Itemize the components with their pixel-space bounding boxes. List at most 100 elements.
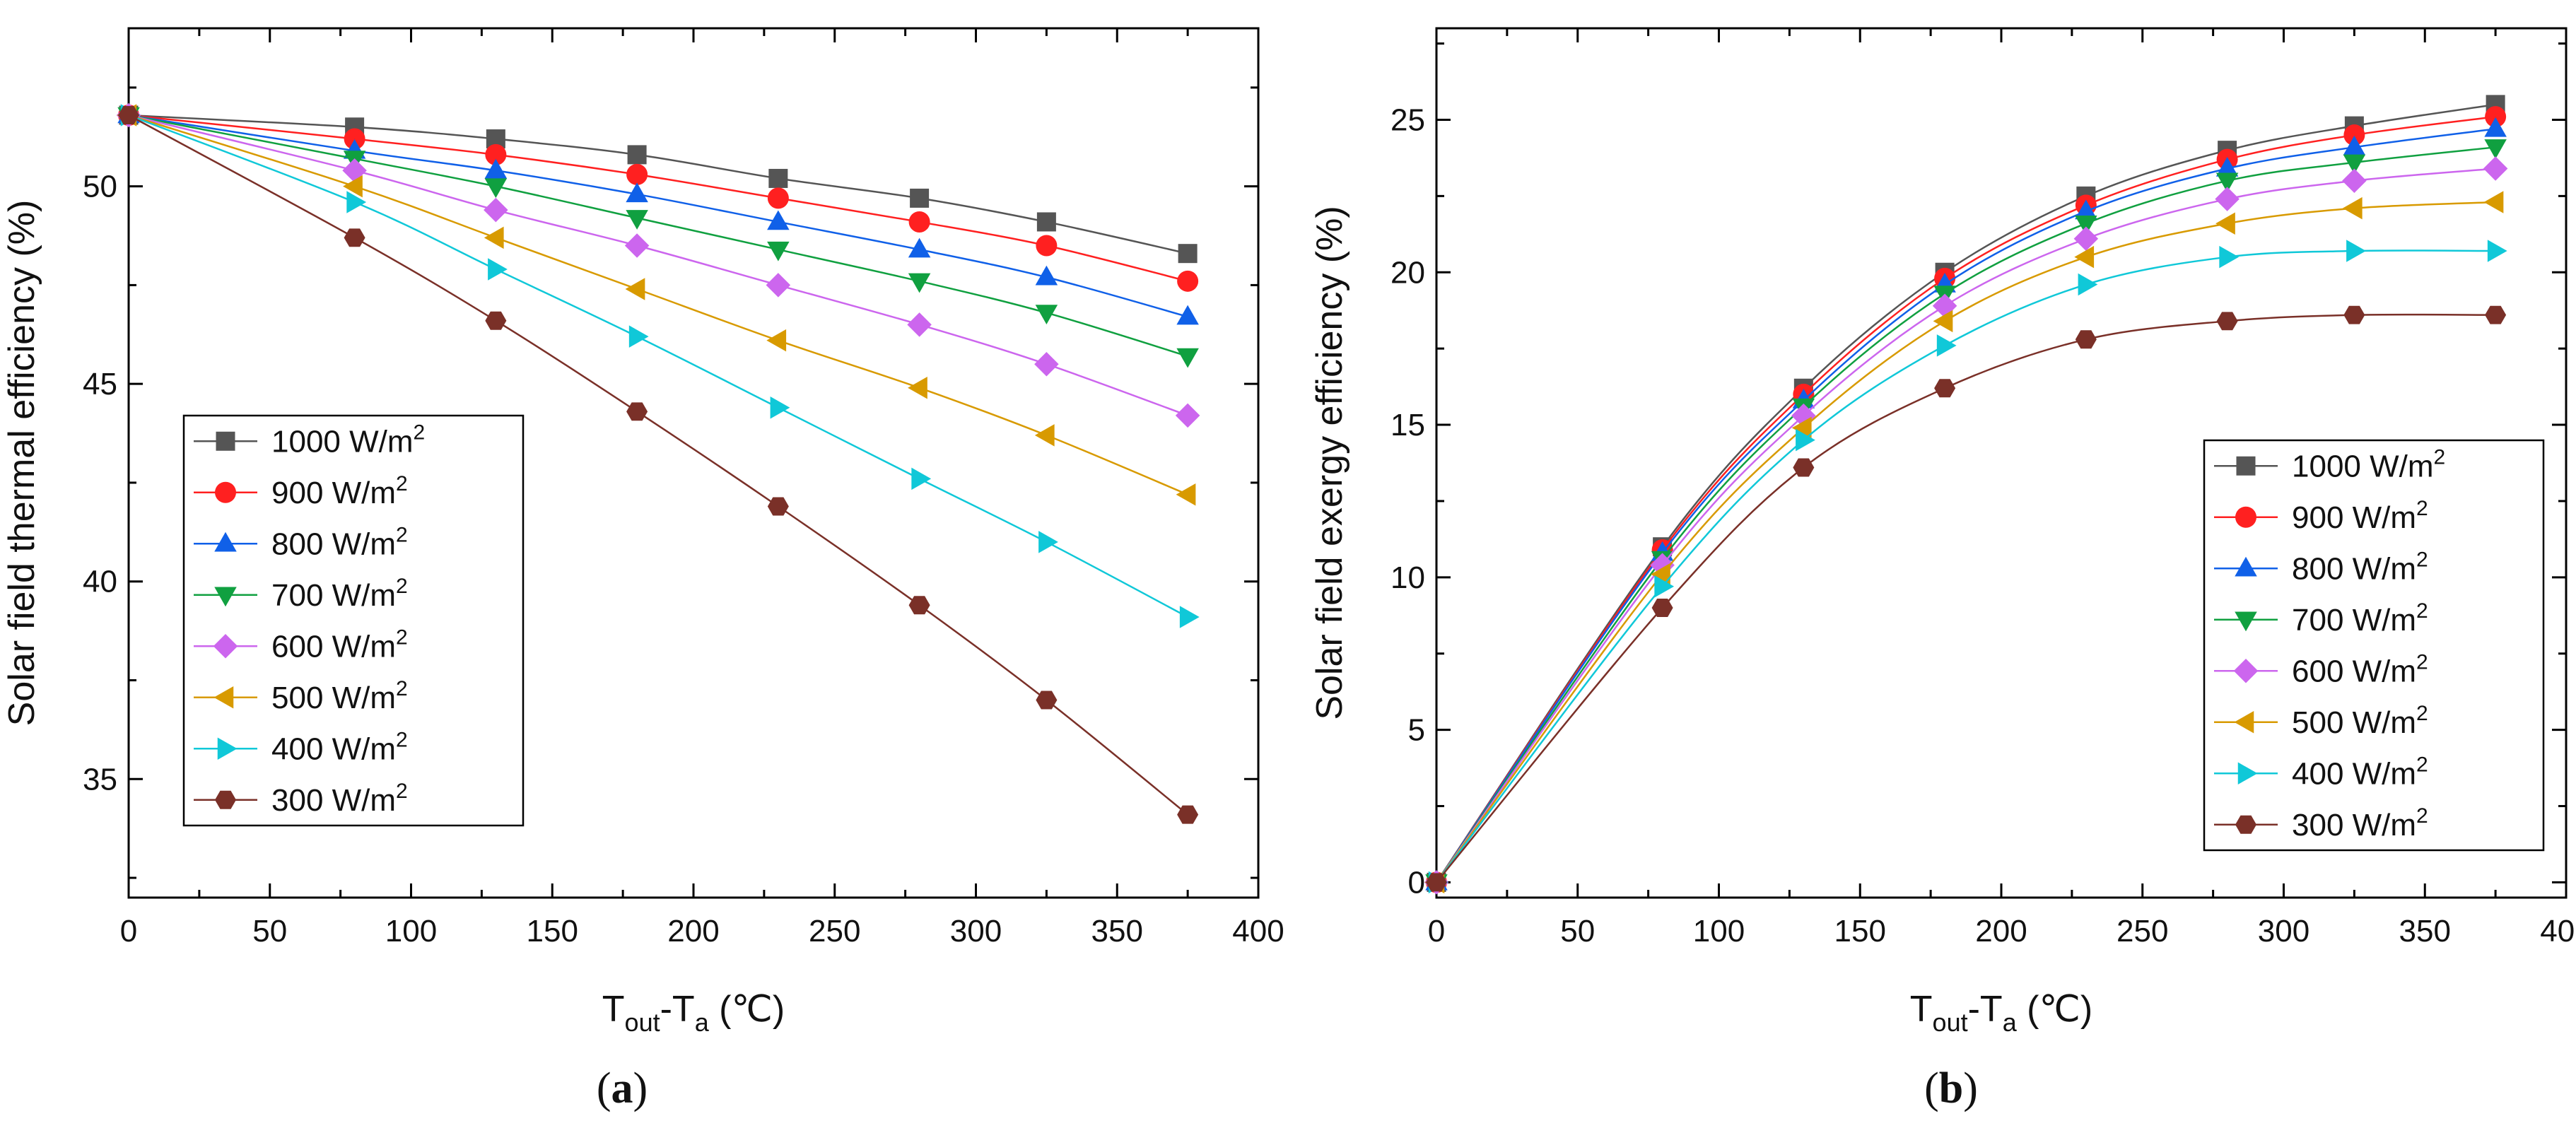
x-tick-label: 150 — [1834, 914, 1886, 948]
series-800 — [117, 103, 1199, 325]
legend-marker — [214, 587, 237, 607]
x-tick-label: 200 — [1975, 914, 2027, 948]
data-point — [908, 377, 927, 399]
data-point — [624, 233, 650, 258]
data-point — [2485, 106, 2507, 128]
panel-label: (b) — [1924, 1064, 1978, 1112]
data-point — [625, 278, 645, 300]
series-300 — [118, 106, 1199, 824]
data-point — [768, 168, 788, 188]
legend-marker — [214, 531, 237, 552]
y-tick-label: 45 — [83, 367, 117, 401]
data-point — [2216, 312, 2238, 331]
legend: 1000 W/m2 900 W/m2 800 W/m2 700 W/m2 600 W/m… — [182, 414, 525, 827]
data-point — [485, 143, 507, 165]
legend-label: 800 W/m2 — [2292, 548, 2428, 586]
legend-marker — [2235, 815, 2256, 834]
data-point — [2215, 157, 2239, 177]
panel-label: (a) — [597, 1064, 648, 1112]
data-point — [908, 211, 930, 233]
y-tick-label: 35 — [83, 762, 117, 797]
data-point — [908, 273, 931, 293]
series-line — [128, 114, 1188, 358]
y-axis-title: Solar field exergy efficiency (%) — [1309, 206, 1350, 719]
data-point — [1036, 235, 1058, 257]
data-point — [766, 273, 791, 298]
data-point — [908, 237, 931, 258]
legend-marker — [213, 686, 234, 709]
data-point — [2483, 156, 2508, 181]
data-point — [2215, 212, 2235, 235]
series-300 — [1426, 305, 2507, 892]
legend-marker — [215, 481, 236, 503]
x-tick-label: 50 — [1560, 914, 1595, 948]
data-point — [342, 158, 367, 183]
x-axis-title: Tout-Ta (℃) — [1910, 989, 2092, 1037]
x-tick-label: 100 — [1693, 914, 1745, 948]
legend-label: 600 W/m2 — [271, 625, 408, 664]
chart-panel-a: 0 50 100 150 200 250 300 350 400 35 40 45 50 Tout-Ta … — [1, 27, 1284, 1112]
data-point — [484, 226, 504, 249]
y-tick-label: 10 — [1391, 560, 1425, 595]
y-tick-label: 15 — [1391, 408, 1425, 442]
y-tick-label: 40 — [83, 565, 117, 599]
y-tick-label: 0 — [1408, 865, 1425, 900]
data-point — [2075, 215, 2097, 235]
legend-label: 600 W/m2 — [2292, 650, 2428, 688]
x-tick-label: 0 — [1428, 914, 1445, 948]
legend-label: 500 W/m2 — [2292, 702, 2428, 740]
y-tick-label: 50 — [83, 170, 117, 204]
x-tick-label: 400 — [2540, 914, 2576, 948]
data-point — [1791, 416, 1812, 440]
data-point — [1651, 563, 1670, 586]
data-point — [770, 396, 790, 419]
data-point — [2342, 196, 2363, 220]
data-point — [1651, 599, 1673, 617]
legend-label: 900 W/m2 — [2292, 497, 2428, 535]
data-point — [1793, 458, 1815, 477]
data-point — [626, 210, 648, 230]
legend-marker — [217, 737, 238, 760]
legend-label: 1000 W/m2 — [2292, 445, 2445, 483]
legend-marker — [2234, 711, 2254, 734]
data-point — [484, 178, 508, 199]
x-tick-label: 250 — [2117, 914, 2168, 948]
data-point — [2343, 154, 2366, 175]
x-tick-label: 350 — [2399, 914, 2451, 948]
y-tick-label: 20 — [1391, 255, 1425, 290]
data-point — [627, 145, 647, 165]
x-tick-label: 250 — [809, 914, 860, 948]
data-point — [485, 311, 507, 330]
legend-marker — [2235, 556, 2257, 577]
legend-label: 1000 W/m2 — [271, 421, 425, 459]
data-point — [626, 163, 648, 185]
series-line — [1435, 201, 2496, 883]
data-point — [344, 128, 365, 150]
data-point — [1177, 270, 1199, 292]
data-point — [2485, 305, 2507, 324]
series-line — [1436, 249, 2496, 883]
legend-label: 400 W/m2 — [2292, 753, 2428, 791]
data-point — [484, 158, 508, 179]
legend-label: 300 W/m2 — [2292, 804, 2428, 842]
x-tick-label: 300 — [2258, 914, 2309, 948]
data-point — [626, 182, 648, 203]
data-point — [626, 402, 648, 421]
legend-marker — [2237, 762, 2258, 785]
data-point — [1426, 873, 1447, 892]
y-tick-label: 5 — [1408, 713, 1425, 748]
data-point — [907, 312, 932, 337]
x-tick-label: 100 — [385, 914, 437, 948]
legend-label: 500 W/m2 — [271, 677, 408, 715]
data-point — [767, 187, 789, 209]
legend-marker — [2235, 611, 2257, 632]
data-point — [2078, 273, 2098, 296]
legend: 1000 W/m2 900 W/m2 800 W/m2 700 W/m2 600 W/m… — [2203, 439, 2545, 852]
x-tick-label: 350 — [1091, 914, 1143, 948]
data-point — [2075, 330, 2097, 349]
data-point — [484, 197, 508, 223]
data-point — [2483, 191, 2504, 213]
legend-marker — [213, 634, 238, 659]
data-point — [2215, 172, 2239, 193]
